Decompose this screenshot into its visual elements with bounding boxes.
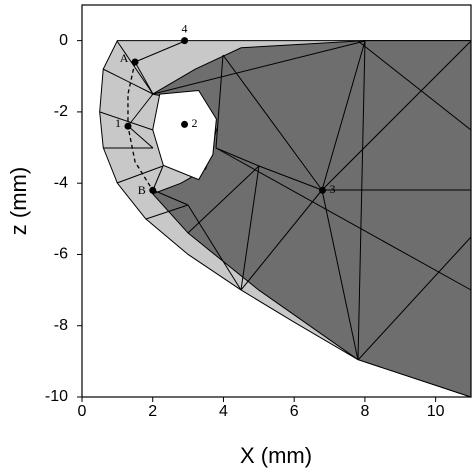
point [131, 58, 139, 66]
point [124, 122, 132, 130]
point [181, 37, 189, 45]
y-tick-label: -6 [54, 246, 68, 263]
region [152, 90, 217, 181]
mesh [99, 40, 472, 361]
x-tick-label: 0 [78, 403, 87, 420]
point-label: 3 [329, 182, 335, 196]
x-tick-label: 8 [360, 403, 369, 420]
point-label: A [120, 51, 129, 65]
overlay: A 1 2 B 3 4 [115, 21, 335, 197]
y-tick-label: 0 [59, 32, 68, 49]
point [181, 120, 189, 128]
point [149, 186, 157, 194]
point [318, 186, 326, 194]
x-tick-label: 6 [290, 403, 299, 420]
y-tick-label: -2 [54, 103, 68, 120]
plot-frame [81, 4, 472, 398]
x-tick-label: 10 [427, 403, 445, 420]
y-tick-label: -8 [54, 317, 68, 334]
x-axis-label: X (mm) [240, 443, 312, 468]
regions [99, 40, 472, 398]
y-tick-label: -4 [54, 174, 68, 191]
y-axis-label: z (mm) [6, 167, 31, 235]
x-tick-label: 2 [148, 403, 157, 420]
point-label: 1 [115, 116, 121, 130]
y-tick-label: -10 [45, 388, 68, 405]
x-tick-label: 4 [219, 403, 228, 420]
point-label: 4 [182, 21, 188, 35]
point-label: B [138, 183, 146, 197]
point-label: 2 [192, 116, 198, 130]
